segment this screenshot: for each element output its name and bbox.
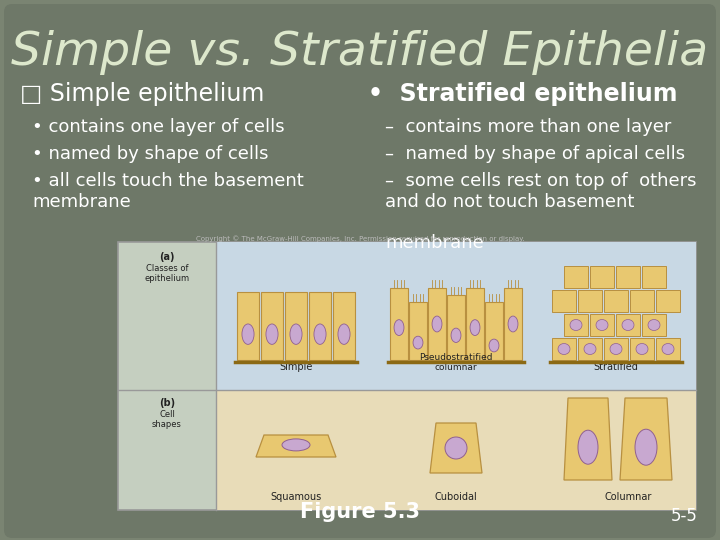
Bar xyxy=(564,266,588,288)
Text: Simple: Simple xyxy=(279,362,312,372)
Text: Classes of
epithelium: Classes of epithelium xyxy=(145,264,189,284)
Ellipse shape xyxy=(282,439,310,451)
Ellipse shape xyxy=(489,339,499,352)
Ellipse shape xyxy=(314,324,326,345)
Ellipse shape xyxy=(470,320,480,335)
Ellipse shape xyxy=(394,320,404,335)
Text: (a): (a) xyxy=(159,252,175,262)
Bar xyxy=(118,242,696,510)
Ellipse shape xyxy=(636,343,648,354)
Ellipse shape xyxy=(413,336,423,349)
Bar xyxy=(590,314,614,336)
Ellipse shape xyxy=(432,316,442,332)
Text: Copyright © The McGraw-Hill Companies, Inc. Permission required for reproduction: Copyright © The McGraw-Hill Companies, I… xyxy=(196,235,524,242)
Ellipse shape xyxy=(622,320,634,330)
Ellipse shape xyxy=(445,437,467,459)
Text: • named by shape of cells: • named by shape of cells xyxy=(32,145,269,163)
Text: (b): (b) xyxy=(159,398,175,408)
Text: Figure 5.3: Figure 5.3 xyxy=(300,502,420,522)
Ellipse shape xyxy=(578,430,598,464)
Ellipse shape xyxy=(558,343,570,354)
Text: Stratified: Stratified xyxy=(593,362,639,372)
Ellipse shape xyxy=(508,316,518,332)
Bar xyxy=(552,338,576,360)
Bar xyxy=(237,292,259,360)
Text: • contains one layer of cells: • contains one layer of cells xyxy=(32,118,284,136)
Bar xyxy=(656,338,680,360)
Text: •  Stratified epithelium: • Stratified epithelium xyxy=(368,82,678,106)
Ellipse shape xyxy=(662,343,674,354)
Bar xyxy=(630,338,654,360)
Bar xyxy=(447,295,465,360)
Bar xyxy=(604,338,628,360)
Bar xyxy=(552,290,576,312)
Ellipse shape xyxy=(290,324,302,345)
Ellipse shape xyxy=(584,343,596,354)
Ellipse shape xyxy=(648,320,660,330)
Text: Cell
shapes: Cell shapes xyxy=(152,410,182,429)
Ellipse shape xyxy=(242,324,254,345)
Text: –  contains more than one layer: – contains more than one layer xyxy=(385,118,671,136)
Bar xyxy=(216,390,696,510)
Bar xyxy=(216,242,696,390)
Polygon shape xyxy=(430,423,482,473)
Text: –  named by shape of apical cells: – named by shape of apical cells xyxy=(385,145,685,163)
Ellipse shape xyxy=(635,429,657,465)
Bar xyxy=(604,290,628,312)
Text: Columnar: Columnar xyxy=(604,492,652,502)
Ellipse shape xyxy=(596,320,608,330)
Bar xyxy=(590,266,614,288)
Text: □ Simple epithelium: □ Simple epithelium xyxy=(20,82,264,106)
Ellipse shape xyxy=(570,320,582,330)
Text: Pseudostratified
columnar: Pseudostratified columnar xyxy=(419,353,492,372)
Bar xyxy=(504,288,522,360)
Bar xyxy=(578,290,602,312)
Text: Simple vs. Stratified Epithelia: Simple vs. Stratified Epithelia xyxy=(12,30,708,75)
Text: • all cells touch the basement
membrane: • all cells touch the basement membrane xyxy=(32,172,304,211)
Bar xyxy=(309,292,331,360)
Bar xyxy=(578,338,602,360)
Bar xyxy=(642,314,666,336)
Ellipse shape xyxy=(451,328,461,342)
Text: Squamous: Squamous xyxy=(271,492,322,502)
Bar xyxy=(466,288,484,360)
Bar xyxy=(428,288,446,360)
Bar xyxy=(642,266,666,288)
Ellipse shape xyxy=(338,324,350,345)
Polygon shape xyxy=(564,398,612,480)
Text: Cuboidal: Cuboidal xyxy=(435,492,477,502)
Bar xyxy=(656,290,680,312)
Bar xyxy=(616,314,640,336)
Text: 5-5: 5-5 xyxy=(671,507,698,525)
Bar xyxy=(630,290,654,312)
Bar xyxy=(285,292,307,360)
Ellipse shape xyxy=(266,324,278,345)
Bar xyxy=(409,302,427,360)
Polygon shape xyxy=(256,435,336,457)
Bar xyxy=(485,302,503,360)
Text: –  some cells rest on top of  others
and do not touch basement

membrane: – some cells rest on top of others and d… xyxy=(385,172,696,252)
Bar xyxy=(333,292,355,360)
Bar xyxy=(261,292,283,360)
Bar xyxy=(390,288,408,360)
Ellipse shape xyxy=(610,343,622,354)
Bar xyxy=(564,314,588,336)
Polygon shape xyxy=(620,398,672,480)
Bar xyxy=(616,266,640,288)
FancyBboxPatch shape xyxy=(4,4,716,538)
